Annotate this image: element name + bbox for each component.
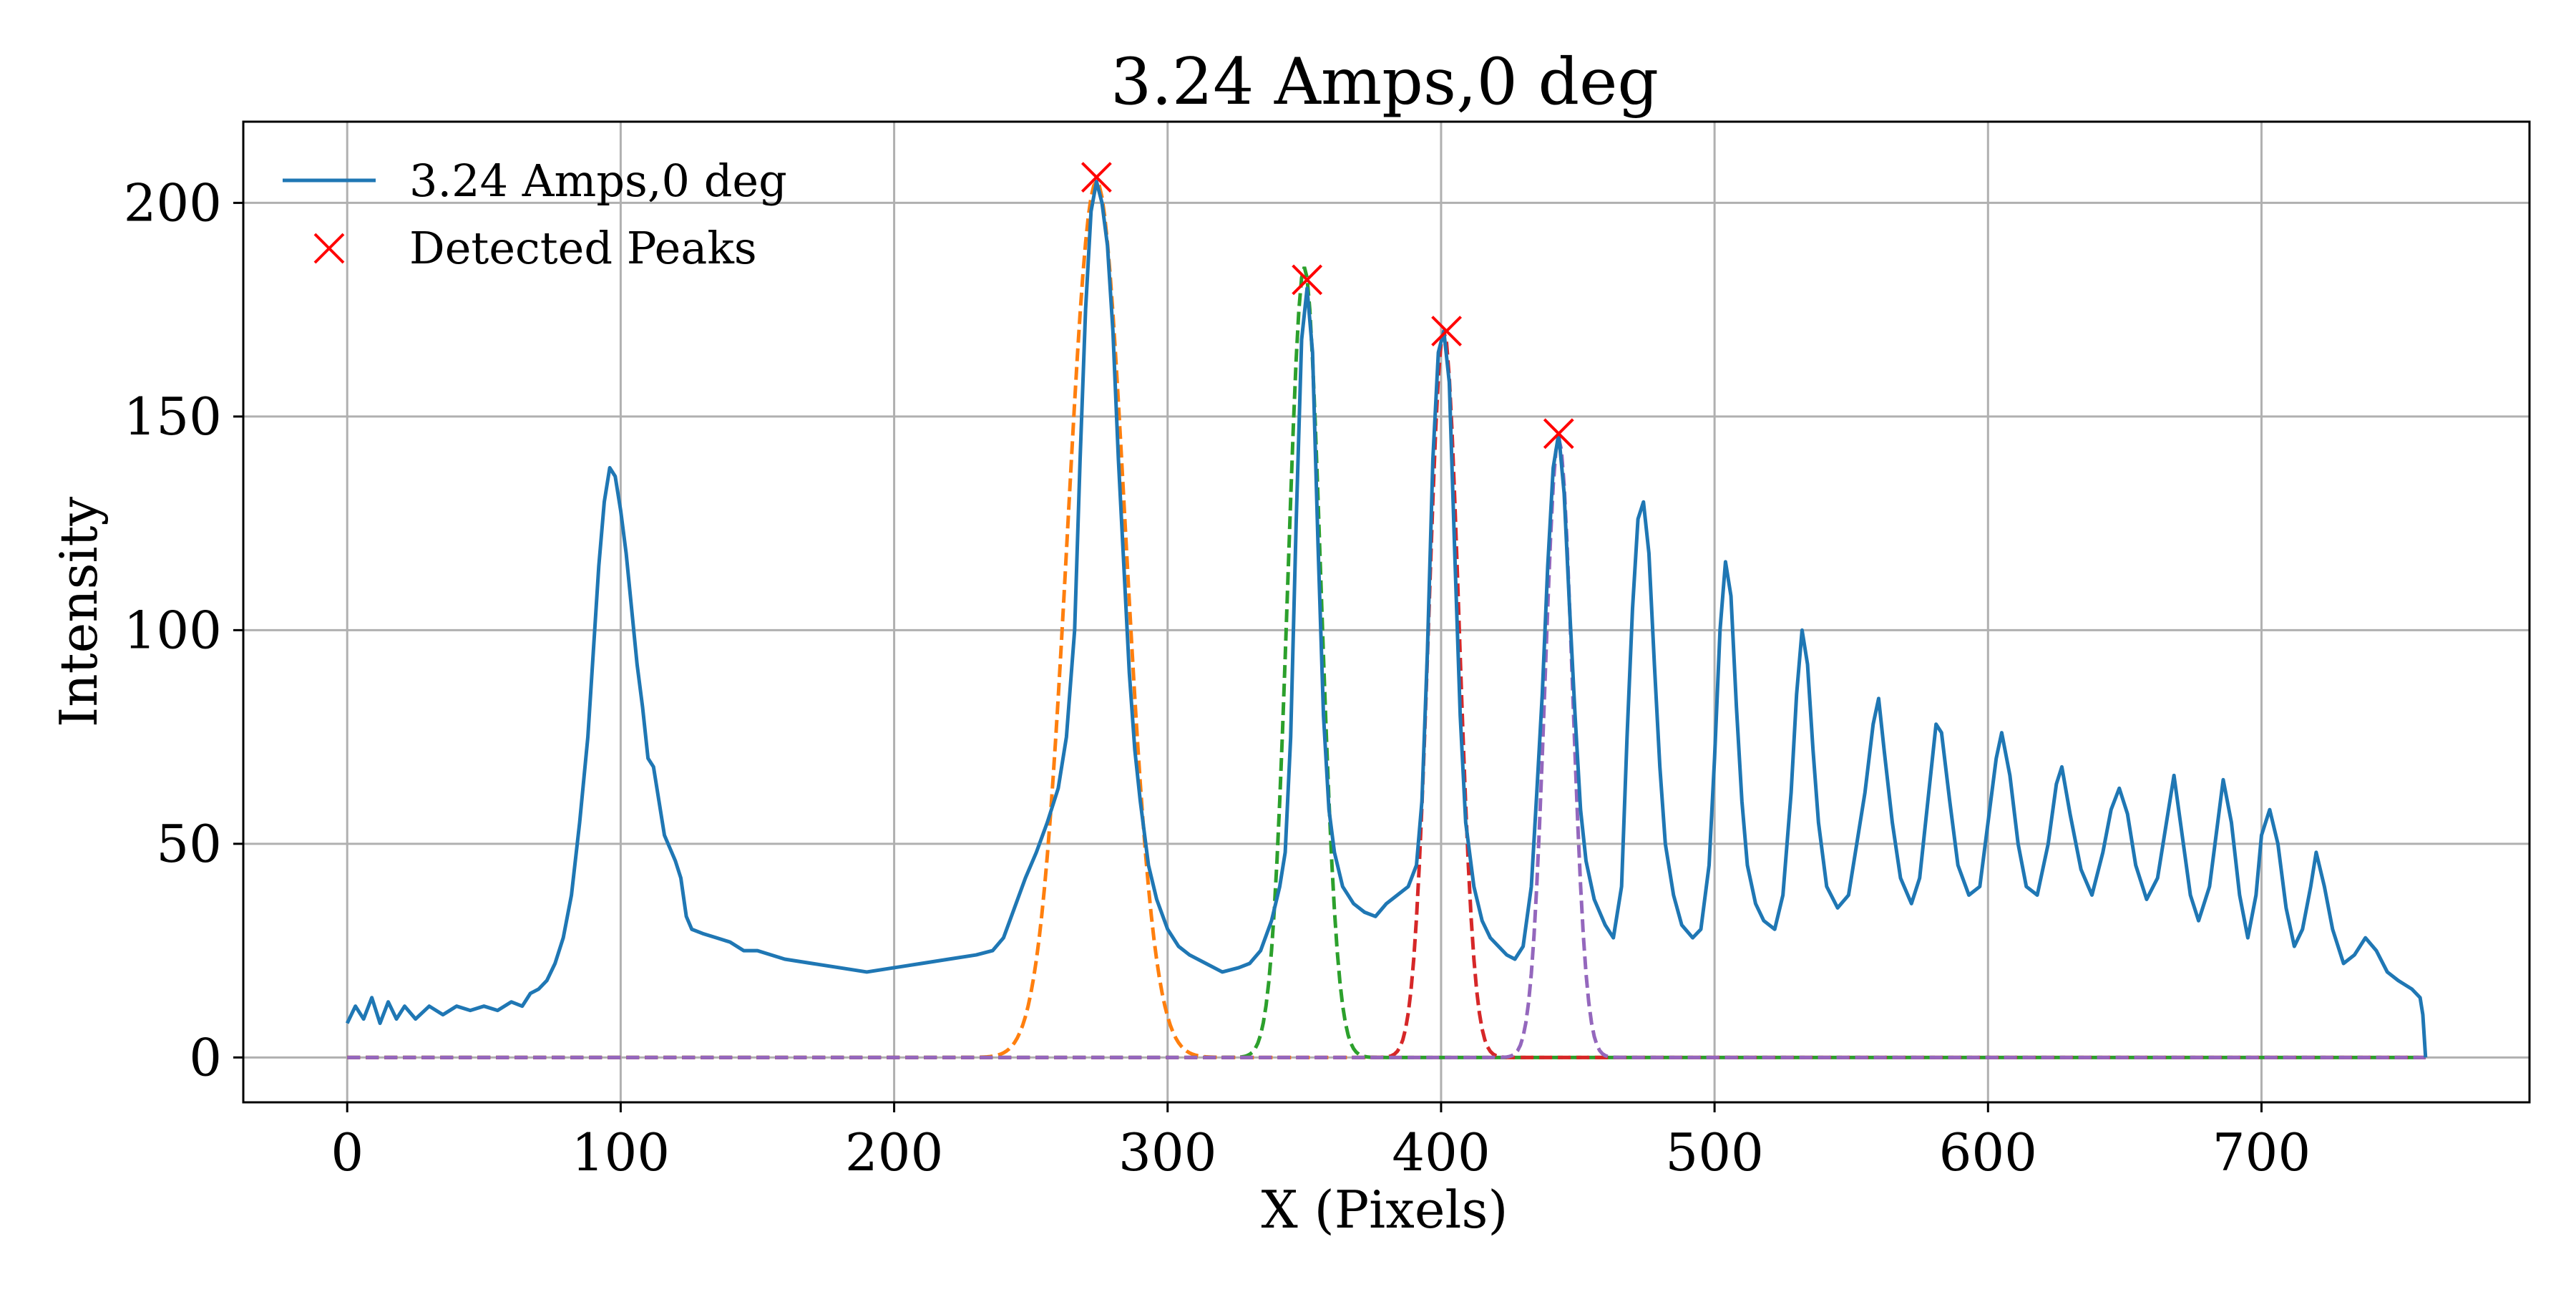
x-tick-label: 700	[2212, 1122, 2311, 1182]
legend-peak-marker	[313, 233, 345, 264]
intensity-series-line	[345, 180, 2428, 1058]
y-tick-label: 100	[124, 600, 222, 660]
y-tick-label: 150	[124, 387, 222, 447]
x-tick-label: 0	[331, 1122, 364, 1182]
plot-series	[345, 178, 2428, 1059]
y-tick-label: 0	[189, 1027, 222, 1087]
gaussian-fit-line-4	[347, 437, 2426, 1059]
x-tick-label: 100	[572, 1122, 670, 1182]
legend-label-peaks: Detected Peaks	[409, 222, 757, 274]
peak-marker	[1292, 264, 1323, 296]
peak-marker-stroke	[1080, 162, 1112, 193]
x-tick-label: 300	[1118, 1122, 1216, 1182]
x-tick-label: 600	[1939, 1122, 2037, 1182]
legend: 3.24 Amps,0 deg Detected Peaks	[283, 155, 787, 274]
peak-marker	[1431, 316, 1462, 346]
peak-marker-stroke	[1543, 418, 1574, 450]
x-tick-label: 200	[845, 1122, 943, 1182]
peak-marker	[1080, 162, 1112, 193]
y-axis-ticks: 0 50 100 150 200	[124, 173, 243, 1087]
y-tick-label: 200	[124, 173, 222, 233]
chart-title: 3.24 Amps,0 deg	[1111, 44, 1659, 120]
x-axis-label: X (Pixels)	[1262, 1180, 1508, 1240]
x-tick-label: 500	[1665, 1122, 1763, 1182]
plot-frame	[242, 120, 2531, 1104]
peak-marker-stroke	[1431, 316, 1462, 346]
detected-peaks	[1080, 162, 1574, 450]
legend-label-series: 3.24 Amps,0 deg	[409, 155, 787, 207]
y-tick-label: 50	[156, 814, 222, 874]
peak-marker	[1543, 418, 1574, 450]
x-axis-ticks: 0 100 200 300 400 500 600 700	[331, 1102, 2311, 1182]
x-tick-label: 400	[1392, 1122, 1490, 1182]
peak-marker-stroke	[1292, 264, 1323, 296]
y-axis-label: Intensity	[49, 497, 109, 728]
